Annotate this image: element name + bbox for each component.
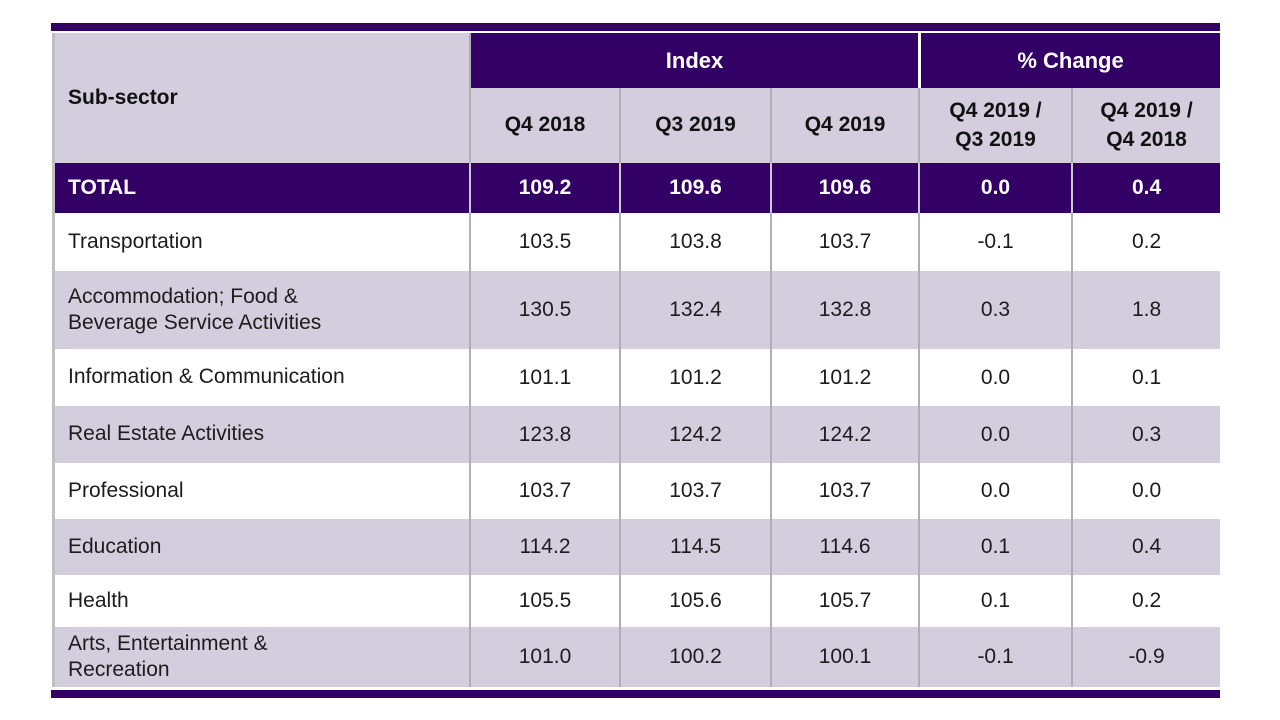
- cell-value: 101.2: [770, 349, 919, 406]
- cell-value: 114.2: [469, 519, 619, 575]
- index-group-header: Index: [469, 33, 919, 88]
- cell-value: 100.2: [619, 627, 770, 687]
- table-row: Professional 103.7 103.7 103.7 0.0 0.0: [55, 463, 1221, 519]
- cell-value: 114.6: [770, 519, 919, 575]
- cell-value: 1.8: [1071, 271, 1221, 349]
- cell-value: 0.1: [918, 519, 1072, 575]
- index-table-container: Sub-sector Index % Change Q4 2018 Q3 201…: [52, 33, 1221, 687]
- bottom-accent-bar: [51, 690, 1220, 698]
- subsector-column-header: Sub-sector: [55, 33, 469, 163]
- cell-value: 105.5: [469, 575, 619, 627]
- cell-value: 0.0: [918, 463, 1072, 519]
- row-label: Education: [55, 519, 469, 575]
- total-row: TOTAL 109.2 109.6 109.6 0.0 0.4: [55, 163, 1221, 213]
- subsector-index-table: Sub-sector Index % Change Q4 2018 Q3 201…: [55, 33, 1221, 687]
- total-row-label: TOTAL: [55, 163, 469, 213]
- cell-value: -0.9: [1071, 627, 1221, 687]
- cell-value: 0.2: [1071, 213, 1221, 271]
- table-row: Real Estate Activities 123.8 124.2 124.2…: [55, 406, 1221, 463]
- total-pct-q4-value: 0.4: [1071, 163, 1221, 213]
- total-q4-2019-value: 109.6: [770, 163, 919, 213]
- cell-value: 103.7: [770, 463, 919, 519]
- col-header-q4-2019: Q4 2019: [770, 88, 919, 163]
- cell-value: 101.2: [619, 349, 770, 406]
- cell-value: 132.8: [770, 271, 919, 349]
- total-q4-2018-value: 109.2: [469, 163, 619, 213]
- cell-value: 0.3: [1071, 406, 1221, 463]
- total-q3-2019-value: 109.6: [619, 163, 770, 213]
- cell-value: 124.2: [770, 406, 919, 463]
- row-label: Information & Communication: [55, 349, 469, 406]
- cell-value: 0.4: [1071, 519, 1221, 575]
- cell-value: 123.8: [469, 406, 619, 463]
- total-pct-q3-value: 0.0: [918, 163, 1072, 213]
- cell-value: 0.3: [918, 271, 1072, 349]
- cell-value: 0.0: [918, 406, 1072, 463]
- table-row: Information & Communication 101.1 101.2 …: [55, 349, 1221, 406]
- cell-value: 101.1: [469, 349, 619, 406]
- row-label: Accommodation; Food & Beverage Service A…: [55, 271, 469, 349]
- row-label: Transportation: [55, 213, 469, 271]
- cell-value: 100.1: [770, 627, 919, 687]
- cell-value: 0.0: [918, 349, 1072, 406]
- header-group-row: Sub-sector Index % Change: [55, 33, 1221, 163]
- table-row: Arts, Entertainment & Recreation 101.0 1…: [55, 627, 1221, 687]
- pct-change-group-header: % Change: [918, 33, 1221, 88]
- cell-value: 124.2: [619, 406, 770, 463]
- cell-value: 101.0: [469, 627, 619, 687]
- row-label: Real Estate Activities: [55, 406, 469, 463]
- cell-value: 114.5: [619, 519, 770, 575]
- cell-value: 0.1: [1071, 349, 1221, 406]
- cell-value: -0.1: [918, 627, 1072, 687]
- table-row: Transportation 103.5 103.8 103.7 -0.1 0.…: [55, 213, 1221, 271]
- row-label: Arts, Entertainment & Recreation: [55, 627, 469, 687]
- cell-value: -0.1: [918, 213, 1072, 271]
- table-row: Health 105.5 105.6 105.7 0.1 0.2: [55, 575, 1221, 627]
- cell-value: 0.0: [1071, 463, 1221, 519]
- cell-value: 0.2: [1071, 575, 1221, 627]
- cell-value: 103.7: [469, 463, 619, 519]
- table-row: Education 114.2 114.5 114.6 0.1 0.4: [55, 519, 1221, 575]
- cell-value: 103.5: [469, 213, 619, 271]
- col-header-q4-2019-vs-q4-2018: Q4 2019 / Q4 2018: [1071, 88, 1221, 163]
- col-header-q4-2019-vs-q3-2019: Q4 2019 / Q3 2019: [918, 88, 1072, 163]
- top-accent-bar: [51, 23, 1220, 31]
- table-row: Accommodation; Food & Beverage Service A…: [55, 271, 1221, 349]
- cell-value: 105.7: [770, 575, 919, 627]
- cell-value: 132.4: [619, 271, 770, 349]
- row-label: Health: [55, 575, 469, 627]
- cell-value: 130.5: [469, 271, 619, 349]
- row-label: Professional: [55, 463, 469, 519]
- col-header-q4-2018: Q4 2018: [469, 88, 619, 163]
- cell-value: 105.6: [619, 575, 770, 627]
- cell-value: 103.7: [770, 213, 919, 271]
- header-period-row: Q4 2018 Q3 2019 Q4 2019 Q4 2019 / Q3 201…: [55, 88, 1221, 163]
- cell-value: 0.1: [918, 575, 1072, 627]
- col-header-q3-2019: Q3 2019: [619, 88, 770, 163]
- cell-value: 103.8: [619, 213, 770, 271]
- cell-value: 103.7: [619, 463, 770, 519]
